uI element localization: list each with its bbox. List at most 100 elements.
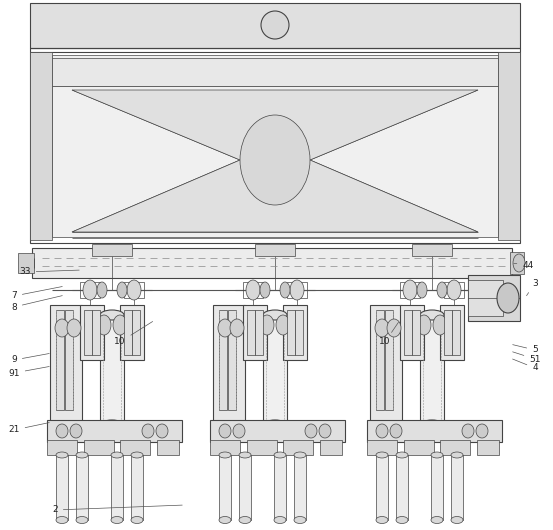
Bar	[444, 310, 452, 355]
Ellipse shape	[100, 420, 124, 430]
Bar	[431, 455, 443, 520]
Bar	[400, 282, 420, 298]
Bar	[440, 440, 470, 455]
Bar	[498, 52, 520, 240]
Bar	[120, 305, 144, 360]
Ellipse shape	[131, 517, 143, 524]
Ellipse shape	[142, 424, 154, 438]
Text: 51: 51	[513, 352, 541, 364]
Bar	[274, 455, 286, 520]
Bar	[65, 310, 73, 410]
Bar	[412, 244, 452, 256]
Bar	[100, 315, 124, 425]
Bar	[376, 310, 384, 410]
Bar	[367, 420, 502, 442]
Bar	[412, 310, 420, 355]
Bar	[420, 315, 444, 425]
Bar	[111, 455, 123, 520]
Ellipse shape	[431, 517, 443, 524]
Bar	[47, 440, 77, 455]
Ellipse shape	[156, 424, 168, 438]
Ellipse shape	[263, 420, 287, 430]
Text: 2: 2	[52, 505, 182, 515]
Bar	[228, 310, 236, 410]
Ellipse shape	[111, 517, 123, 524]
Bar	[294, 455, 306, 520]
Bar	[440, 305, 464, 360]
Bar	[132, 310, 140, 355]
Ellipse shape	[83, 280, 97, 300]
Ellipse shape	[263, 310, 287, 320]
Bar	[50, 305, 82, 425]
Ellipse shape	[445, 315, 459, 335]
Bar	[30, 48, 520, 243]
Ellipse shape	[396, 517, 408, 524]
Ellipse shape	[396, 452, 408, 458]
Ellipse shape	[390, 424, 402, 438]
Bar	[157, 440, 179, 455]
Bar	[56, 310, 64, 410]
Bar	[76, 455, 88, 520]
Text: 3: 3	[526, 278, 538, 296]
Ellipse shape	[127, 280, 141, 300]
Ellipse shape	[387, 319, 401, 337]
Bar	[243, 305, 267, 360]
Text: 33: 33	[19, 268, 79, 277]
Ellipse shape	[447, 280, 461, 300]
Text: 5: 5	[513, 344, 538, 355]
Bar	[92, 244, 132, 256]
Ellipse shape	[433, 315, 447, 335]
Ellipse shape	[417, 315, 431, 335]
Bar	[370, 305, 402, 425]
Ellipse shape	[76, 452, 88, 458]
Ellipse shape	[290, 280, 304, 300]
Bar	[367, 440, 397, 455]
Bar	[92, 310, 100, 355]
Ellipse shape	[111, 452, 123, 458]
Bar	[510, 252, 524, 274]
Bar	[84, 310, 92, 355]
Ellipse shape	[70, 424, 82, 438]
Bar	[30, 3, 520, 48]
Bar	[120, 440, 150, 455]
Ellipse shape	[55, 319, 69, 337]
Ellipse shape	[376, 517, 388, 524]
Ellipse shape	[476, 424, 488, 438]
Ellipse shape	[319, 424, 331, 438]
Ellipse shape	[113, 315, 127, 335]
Ellipse shape	[375, 319, 389, 337]
Ellipse shape	[376, 452, 388, 458]
Bar	[255, 244, 295, 256]
Bar	[287, 282, 307, 298]
Bar	[210, 440, 240, 455]
Bar	[404, 440, 434, 455]
Bar	[247, 440, 277, 455]
Ellipse shape	[97, 315, 111, 335]
Bar	[295, 310, 303, 355]
Text: 21: 21	[8, 422, 49, 435]
Bar	[219, 455, 231, 520]
Ellipse shape	[97, 282, 107, 298]
Ellipse shape	[76, 517, 88, 524]
Ellipse shape	[274, 452, 286, 458]
Ellipse shape	[56, 517, 68, 524]
Text: 10: 10	[379, 322, 398, 347]
Ellipse shape	[240, 115, 310, 205]
Ellipse shape	[420, 420, 444, 430]
Bar	[263, 315, 287, 425]
Bar	[452, 310, 460, 355]
Ellipse shape	[218, 319, 232, 337]
Bar	[80, 282, 100, 298]
Bar	[210, 420, 345, 442]
Ellipse shape	[219, 517, 231, 524]
Text: 10: 10	[114, 322, 153, 347]
Text: 7: 7	[11, 287, 62, 301]
Ellipse shape	[513, 254, 525, 272]
Ellipse shape	[497, 283, 519, 313]
Ellipse shape	[260, 282, 270, 298]
Ellipse shape	[239, 517, 251, 524]
Bar	[30, 52, 52, 240]
Bar	[84, 440, 114, 455]
Ellipse shape	[125, 315, 139, 335]
Bar	[385, 310, 393, 410]
